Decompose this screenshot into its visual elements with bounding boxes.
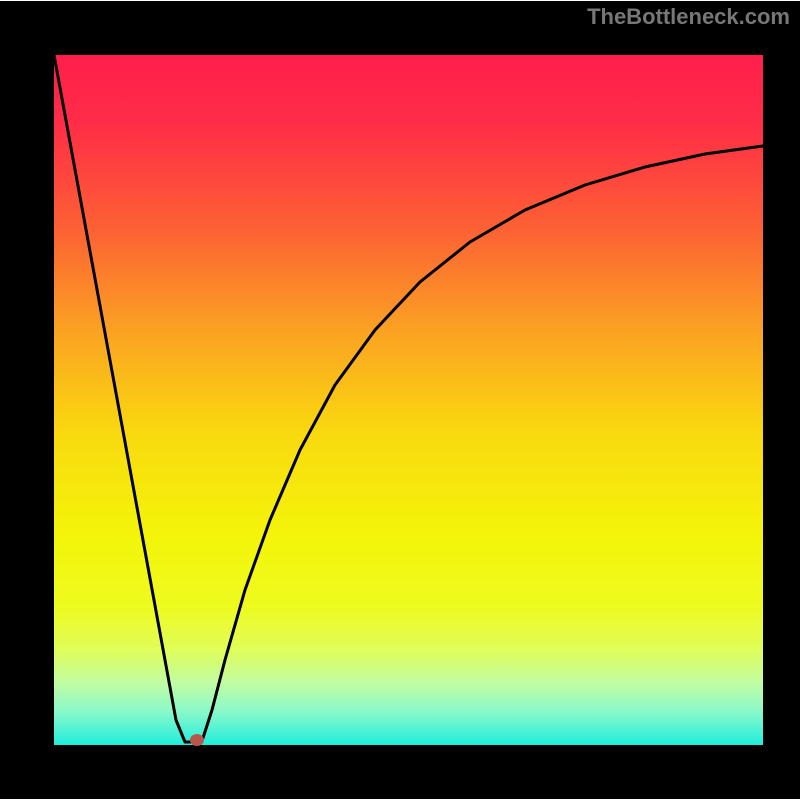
watermark-label: TheBottleneck.com [587, 4, 790, 30]
optimum-marker [190, 734, 204, 746]
bottleneck-chart [0, 0, 800, 800]
chart-container: TheBottleneck.com [0, 0, 800, 800]
